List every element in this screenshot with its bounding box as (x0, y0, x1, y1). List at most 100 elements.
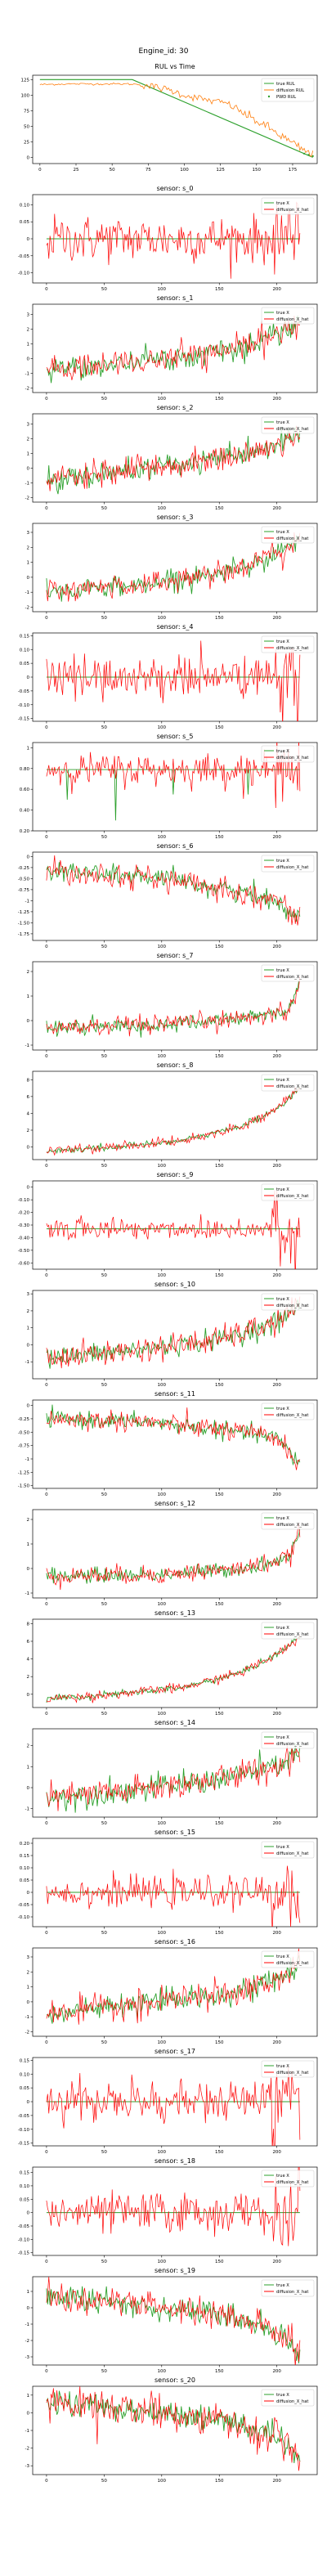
y-tick-label: -0.05 (18, 2114, 30, 2119)
legend-label: true X (276, 640, 289, 644)
x-tick-label: 0 (45, 1054, 48, 1059)
axes-frame (32, 851, 318, 941)
x-tick-label: 150 (215, 287, 224, 292)
series-line-diffusion-x-hat (46, 316, 301, 380)
y-tick-label: 6 (27, 1095, 30, 1100)
x-tick-label: 0 (45, 1273, 48, 1278)
y-tick-label: -0.75 (18, 1444, 30, 1449)
x-tick-label: 50 (101, 1054, 107, 1059)
legend-label: true X (276, 1187, 289, 1192)
figure-title: Engine_id: 30 (138, 47, 189, 56)
x-tick-label: 0 (45, 1821, 48, 1826)
legend-label: true X (276, 530, 289, 535)
y-tick-label: 0 (27, 237, 30, 242)
chart-title: sensor: s_12 (155, 1500, 195, 1507)
legend-box (261, 416, 315, 434)
x-tick-label: 50 (101, 725, 107, 730)
x-tick-label: 100 (158, 397, 167, 402)
plot-area (46, 743, 301, 821)
legend-box (261, 1293, 315, 1311)
y-tick-label: -1 (25, 1457, 29, 1462)
y-tick-label: -1 (25, 1807, 29, 1812)
legend-label: true X (276, 1626, 289, 1631)
x-tick-label: 150 (215, 2369, 224, 2374)
legend-label: diffusion_X_hat (276, 2399, 308, 2404)
plot-area (46, 2167, 301, 2246)
chart-panel-14: sensor: s_13 0 50 100 150 200 0 2 4 6 8 true Xdiffu… (27, 1609, 318, 1717)
series-line-diffusion-x-hat (46, 640, 301, 721)
x-tick-label: 200 (272, 397, 281, 402)
legend-label: true X (276, 1845, 289, 1850)
y-tick-label: -0.10 (18, 1915, 30, 1920)
x-tick-label: 150 (215, 2479, 224, 2484)
y-tick-label: 0 (27, 2306, 30, 2311)
legend-box (261, 2389, 315, 2407)
y-tick-label: -0.10 (18, 703, 30, 708)
x-tick-label: 200 (272, 2479, 281, 2484)
x-tick-label: 150 (215, 1164, 224, 1169)
y-tick-label: 0.15 (20, 2171, 30, 2176)
chart-panel-9: sensor: s_8 0 50 100 150 200 0 2 4 6 8 true Xdiffus… (27, 1061, 318, 1169)
axes-frame (32, 1070, 318, 1160)
series-line-diffusion-x-hat (46, 1865, 301, 1927)
chart-title: sensor: s_11 (155, 1390, 195, 1398)
series-line-true-x (46, 2286, 301, 2363)
legend-box (261, 1183, 315, 1201)
y-tick-label: -0.75 (18, 888, 30, 893)
x-tick-label: 100 (158, 1931, 167, 1936)
series-line-true-x (46, 1955, 301, 2024)
series-line-diffusion-x-hat (46, 1523, 301, 1591)
chart-title: sensor: s_18 (155, 2157, 195, 2165)
x-tick-label: 200 (272, 1492, 281, 1497)
plot-area (46, 2067, 301, 2146)
chart-panel-1: sensor: s_0 0 50 100 150 200 -0.10 -0.05 0 0.05 0.… (18, 185, 318, 292)
y-tick-label: 0.10 (20, 2184, 30, 2189)
x-tick-label: 25 (73, 168, 78, 173)
y-tick-label: 0 (27, 1019, 30, 1024)
y-tick-label: 2 (27, 1309, 30, 1314)
x-tick-label: 200 (272, 1054, 281, 1059)
legend-label: diffusion_X_hat (276, 1523, 308, 1528)
axes-frame (32, 1838, 318, 1928)
y-tick-label: 1 (27, 1765, 30, 1770)
y-tick-label: 2 (27, 328, 30, 333)
x-tick-label: 100 (158, 1821, 167, 1826)
chart-panel-18: sensor: s_17 0 50 100 150 200 -0.15 -0.10 -0.05 0… (18, 2048, 318, 2155)
y-tick-label: 0.20 (20, 829, 30, 834)
y-tick-label: 6 (27, 1640, 30, 1645)
series-line-diffusion-x-hat (46, 976, 301, 1037)
x-tick-label: 100 (158, 1492, 167, 1497)
y-tick-label: 2 (27, 1970, 30, 1975)
chart-title: sensor: s_13 (155, 1609, 195, 1617)
x-tick-label: 200 (272, 835, 281, 840)
x-tick-label: 100 (158, 945, 167, 949)
x-tick-label: 200 (272, 945, 281, 949)
chart-title: sensor: s_5 (157, 733, 194, 740)
y-tick-label: 1 (27, 746, 30, 751)
plot-area (46, 1634, 301, 1703)
legend-box (261, 1074, 315, 1092)
y-tick-label: 0 (27, 2411, 30, 2416)
series-line-diffusion-x-hat (46, 2067, 301, 2146)
plot-area (46, 976, 301, 1038)
y-tick-label: 3 (27, 313, 30, 318)
axes-frame (32, 1618, 318, 1708)
legend-label: diffusion_X_hat (276, 2290, 308, 2295)
x-tick-label: 100 (158, 1602, 167, 1607)
legend-box (261, 2279, 315, 2297)
x-tick-label: 50 (101, 1931, 107, 1936)
chart-panel-10: sensor: s_9 0 50 100 150 200 -0.60 -0.50 -0.40 -0… (18, 1171, 318, 1278)
plot-area (46, 1523, 301, 1591)
x-tick-label: 100 (158, 1712, 167, 1717)
y-tick-label: -1 (25, 2429, 29, 2434)
y-tick-label: -0.15 (18, 2142, 30, 2147)
y-tick-label: 2 (27, 1518, 30, 1523)
chart-panel-19: sensor: s_18 0 50 100 150 200 -0.15 -0.10 -0.05 0… (18, 2157, 318, 2264)
legend-label: true X (276, 1078, 289, 1083)
x-tick-label: 100 (158, 2040, 167, 2045)
x-tick-label: 150 (253, 168, 262, 173)
x-tick-label: 0 (45, 2369, 48, 2374)
y-tick-label: 1 (27, 1986, 30, 1990)
